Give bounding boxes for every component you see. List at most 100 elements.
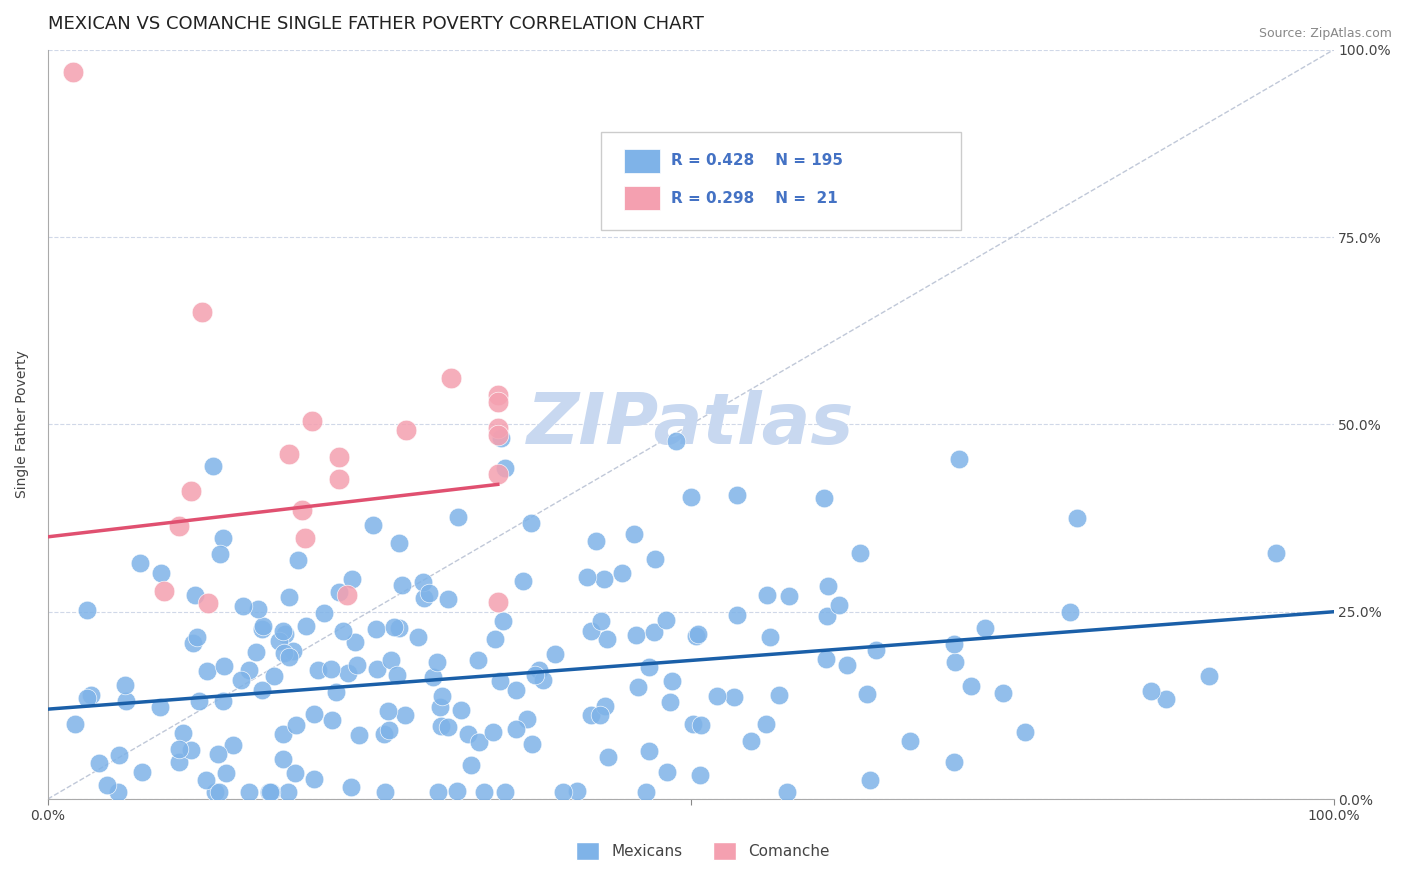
Point — [474, 784, 496, 798]
Point — [553, 784, 575, 798]
Point — [364, 622, 387, 636]
Point — [274, 627, 297, 641]
Point — [291, 502, 314, 516]
Point — [429, 700, 451, 714]
Point — [849, 546, 872, 560]
Point — [1198, 669, 1220, 683]
Point — [467, 653, 489, 667]
Point — [948, 452, 970, 467]
Point — [328, 450, 350, 465]
Point — [76, 690, 98, 705]
Point — [689, 768, 711, 782]
Point — [486, 467, 509, 481]
Point — [294, 619, 316, 633]
Point — [107, 784, 129, 798]
Point — [755, 716, 778, 731]
Point — [610, 566, 633, 580]
Point — [302, 707, 325, 722]
Point — [589, 614, 612, 628]
Point — [167, 519, 190, 533]
Point — [486, 427, 509, 442]
Point — [665, 434, 688, 448]
Point — [450, 703, 472, 717]
Point — [340, 780, 363, 794]
Point — [96, 778, 118, 792]
Point — [229, 673, 252, 687]
Point — [294, 531, 316, 545]
Point — [245, 645, 267, 659]
Point — [943, 655, 966, 669]
Point — [489, 431, 512, 445]
Point — [815, 652, 838, 666]
Point — [624, 628, 647, 642]
Point — [209, 547, 232, 561]
Point — [898, 734, 921, 748]
Point — [516, 712, 538, 726]
Point — [186, 630, 208, 644]
Point — [211, 694, 233, 708]
Point — [197, 596, 219, 610]
Point — [325, 684, 347, 698]
Point — [285, 718, 308, 732]
Point — [366, 662, 388, 676]
Point — [336, 588, 359, 602]
Point — [388, 621, 411, 635]
Point — [422, 670, 444, 684]
Point — [307, 663, 329, 677]
Point — [489, 674, 512, 689]
Point — [150, 566, 173, 580]
Point — [494, 784, 516, 798]
Point — [725, 488, 748, 502]
Point — [115, 694, 138, 708]
Point — [827, 598, 849, 612]
Point — [271, 624, 294, 638]
Point — [544, 647, 567, 661]
Point — [153, 584, 176, 599]
Point — [778, 589, 800, 603]
Point — [149, 700, 172, 714]
Point — [759, 630, 782, 644]
Point — [277, 649, 299, 664]
Point — [723, 690, 745, 704]
Point — [579, 708, 602, 723]
Point — [418, 586, 440, 600]
Text: MEXICAN VS COMANCHE SINGLE FATHER POVERTY CORRELATION CHART: MEXICAN VS COMANCHE SINGLE FATHER POVERT… — [48, 15, 703, 33]
Point — [457, 726, 479, 740]
Point — [1014, 725, 1036, 739]
Point — [413, 591, 436, 605]
Point — [638, 660, 661, 674]
Point — [277, 784, 299, 798]
Point — [319, 663, 342, 677]
Point — [596, 632, 619, 646]
Point — [80, 688, 103, 702]
Point — [260, 784, 283, 798]
Point — [215, 765, 238, 780]
Point — [377, 704, 399, 718]
Point — [512, 574, 534, 588]
Point — [484, 632, 506, 647]
Point — [655, 613, 678, 627]
Point — [340, 572, 363, 586]
Point — [395, 423, 418, 437]
Point — [942, 755, 965, 769]
Point — [520, 737, 543, 751]
Point — [856, 687, 879, 701]
Point — [835, 658, 858, 673]
Point — [284, 766, 307, 780]
Point — [380, 653, 402, 667]
Point — [180, 483, 202, 498]
Point — [65, 717, 87, 731]
Point — [332, 624, 354, 638]
Point — [494, 460, 516, 475]
Point — [263, 669, 285, 683]
Point — [755, 589, 778, 603]
Point — [394, 707, 416, 722]
Point — [194, 773, 217, 788]
Point — [412, 574, 434, 589]
Point — [378, 723, 401, 737]
Point — [661, 674, 683, 689]
Point — [943, 637, 966, 651]
Point — [207, 747, 229, 761]
Point — [467, 735, 489, 749]
Point — [191, 305, 214, 319]
